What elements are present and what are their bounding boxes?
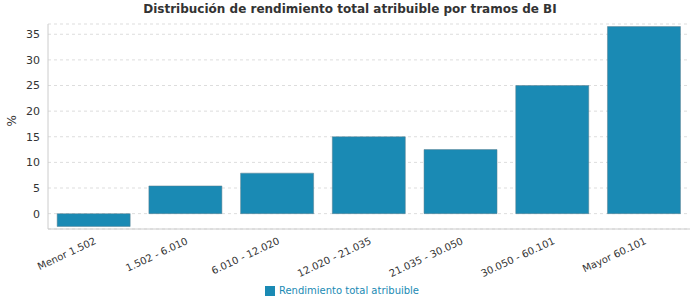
svg-text:30.050 - 60.101: 30.050 - 60.101	[479, 235, 556, 279]
svg-text:20: 20	[26, 105, 40, 118]
svg-text:%: %	[8, 115, 19, 126]
html-text:Distribución de rendimiento to: Distribución de rendimiento total atribu…	[143, 2, 557, 16]
svg-text:1.502 - 6.010: 1.502 - 6.010	[124, 235, 190, 273]
svg-text:15: 15	[26, 131, 40, 144]
svg-text:25: 25	[26, 79, 40, 92]
svg-text:6.010 - 12.020: 6.010 - 12.020	[210, 235, 281, 276]
svg-text:Mayor 60.101: Mayor 60.101	[581, 235, 648, 274]
svg-text:35: 35	[26, 28, 40, 41]
svg-text:0: 0	[33, 208, 40, 221]
svg-text:12.020 - 21.035: 12.020 - 21.035	[296, 235, 373, 279]
svg-text:5: 5	[33, 182, 40, 195]
svg-text:10: 10	[26, 156, 40, 169]
svg-text:21.035 - 30.050: 21.035 - 30.050	[387, 235, 464, 279]
svg-text:30: 30	[26, 54, 40, 67]
svg-text:Menor 1.502: Menor 1.502	[36, 235, 98, 272]
html-text:Rendimiento total atribuible: Rendimiento total atribuible	[279, 285, 419, 296]
